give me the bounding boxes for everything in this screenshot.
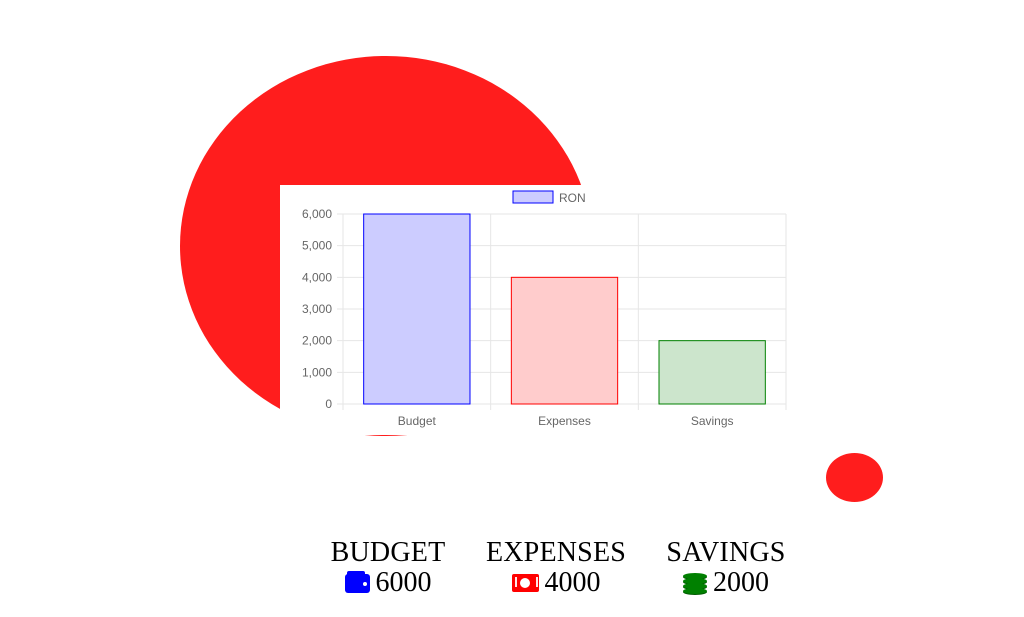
summary-panel: BUDGET 6000 EXPENSES 4000 SAVINGS 2000 [318, 538, 798, 602]
legend-label: RON [559, 191, 586, 205]
y-tick-label: 1,000 [302, 365, 332, 379]
bar-chart-svg: 0 1,000 2,000 3,000 4,000 5,000 6,000 Budget Exp… [302, 190, 787, 428]
y-tick-label: 0 [325, 397, 332, 411]
summary-budget: BUDGET 6000 [328, 538, 448, 598]
x-tick-label: Budget [398, 414, 437, 428]
y-tick-label: 4,000 [302, 270, 332, 284]
wallet-icon [344, 570, 370, 593]
bar-chart: 0 1,000 2,000 3,000 4,000 5,000 6,000 Budget Exp… [280, 185, 800, 435]
x-tick-label: Expenses [538, 414, 591, 428]
y-tick-label: 2,000 [302, 334, 332, 348]
legend-swatch [512, 190, 554, 204]
budget-label: BUDGET [330, 537, 446, 568]
bar-savings [658, 340, 766, 405]
money-bill-icon [511, 574, 539, 592]
y-tick-label: 5,000 [302, 239, 332, 253]
bar-budget [363, 213, 471, 405]
y-tick-label: 3,000 [302, 302, 332, 316]
x-tick-label: Savings [691, 414, 734, 428]
summary-expenses: EXPENSES 4000 [484, 538, 628, 598]
coins-icon [683, 572, 707, 594]
budget-value: 6000 [375, 567, 432, 598]
expenses-label: EXPENSES [485, 537, 627, 568]
expenses-value: 4000 [544, 567, 601, 598]
summary-savings: SAVINGS 2000 [664, 538, 788, 598]
expenses-value-row: 4000 [484, 568, 628, 598]
y-tick-label: 6,000 [302, 207, 332, 221]
decorative-red-circle-small [826, 453, 883, 502]
budget-value-row: 6000 [328, 568, 448, 598]
savings-value: 2000 [713, 567, 769, 598]
savings-value-row: 2000 [664, 568, 788, 598]
bar-expenses [510, 276, 619, 405]
savings-label: SAVINGS [666, 537, 786, 568]
